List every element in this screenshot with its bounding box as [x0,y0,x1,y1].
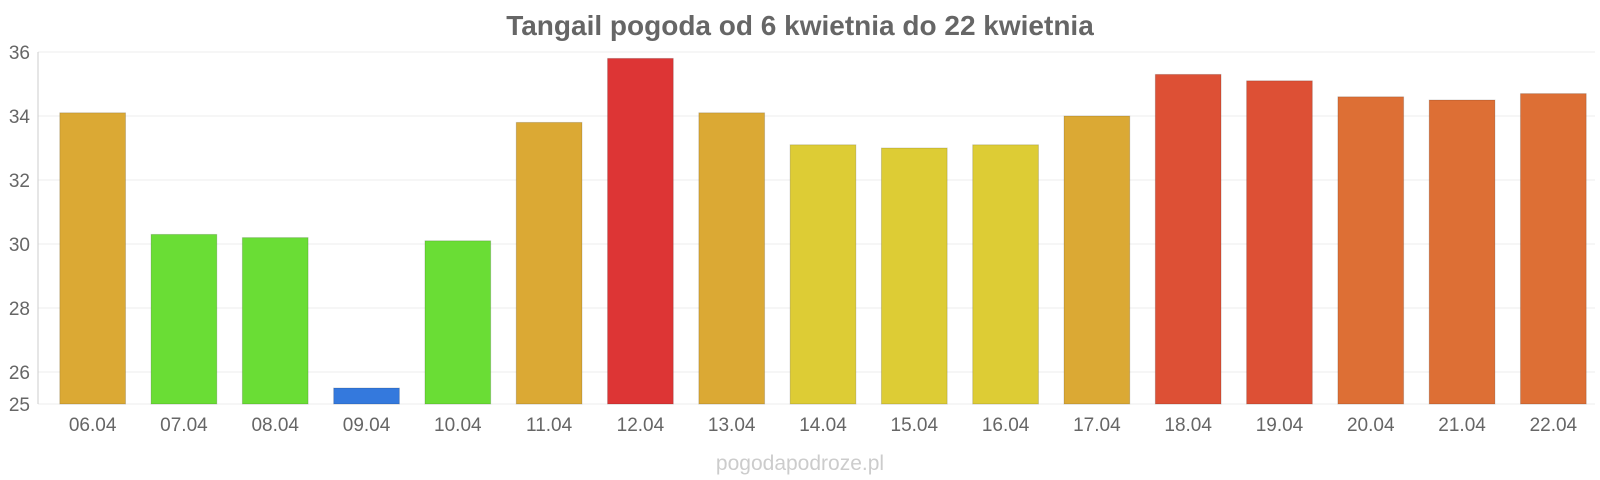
bars [59,57,1587,405]
bar-19-04 [1246,80,1313,405]
y-tick-label: 25 [9,395,30,416]
bar-15-04 [880,147,948,405]
y-tick-label: 34 [9,107,31,128]
x-tick-label: 19.04 [1256,415,1304,436]
bar-22-04 [1519,93,1587,405]
y-tick-label: 26 [9,363,30,384]
x-tick-label: 22.04 [1530,415,1578,436]
watermark: pogodapodroze.pl [715,452,885,475]
bar-09-04 [333,387,400,405]
bar-18-04 [1154,73,1222,405]
bar-10-04 [424,240,492,405]
bar-13-04 [698,112,766,405]
bar-20-04 [1337,96,1405,405]
x-tick-label: 12.04 [617,415,665,436]
x-tick-label: 16.04 [982,415,1030,436]
x-tick-label: 18.04 [1164,415,1212,436]
x-tick-label: 17.04 [1073,415,1121,436]
bar-chart: 25 26 28 30 32 34 36 06.04 07.04 08.04 09.04 10.04… [9,43,1595,436]
bar-07-04 [150,233,218,405]
y-axis-ticks: 25 26 28 30 32 34 36 [9,43,31,416]
x-tick-label: 15.04 [891,415,939,436]
x-tick-label: 08.04 [251,415,299,436]
x-tick-label: 20.04 [1347,415,1395,436]
bar-14-04 [789,144,857,405]
bar-16-04 [972,144,1039,405]
bar-21-04 [1428,99,1496,405]
x-tick-label: 21.04 [1438,415,1486,436]
x-tick-label: 11.04 [526,415,573,436]
y-tick-label: 30 [9,235,30,256]
x-tick-label: 10.04 [434,415,482,436]
bar-08-04 [241,237,309,405]
bar-11-04 [515,121,583,405]
y-tick-label: 32 [9,171,30,192]
x-tick-label: 13.04 [708,415,756,436]
x-tick-label: 07.04 [160,415,208,436]
x-tick-label: 14.04 [799,415,847,436]
bar-17-04 [1063,115,1131,405]
x-axis-ticks: 06.04 07.04 08.04 09.04 10.04 11.04 12.04 13.04… [69,415,1578,436]
chart-title: Tangail pogoda od 6 kwietnia do 22 kwiet… [506,10,1094,41]
y-tick-label: 36 [9,43,30,64]
x-tick-label: 09.04 [343,415,391,436]
bar-06-04 [59,112,127,405]
x-tick-label: 06.04 [69,415,117,436]
bar-12-04 [607,57,674,405]
y-tick-label: 28 [9,299,30,320]
